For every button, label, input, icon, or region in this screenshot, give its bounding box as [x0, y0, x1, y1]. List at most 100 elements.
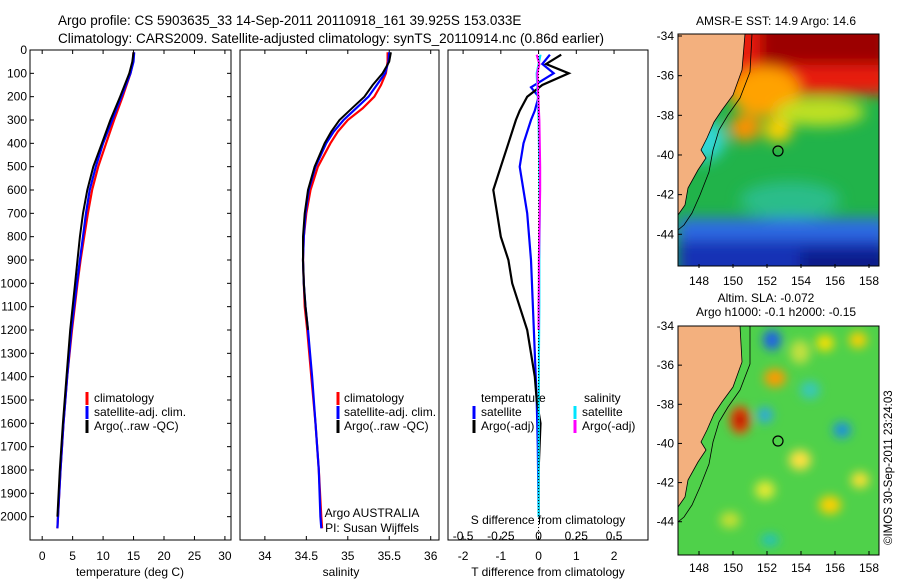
difference-legend: temperature salinity satellite Argo(-adj…: [472, 391, 635, 433]
lat-tick-label: -40: [657, 148, 675, 162]
lon-tick-label: 150: [723, 561, 743, 575]
difference-s-title: S difference from climatology: [471, 513, 626, 527]
sst-map-title: AMSR-E SST: 14.9 Argo: 14.6: [696, 14, 856, 28]
x-tick-label: -2: [458, 549, 469, 563]
depth-tick-label: 600: [7, 183, 27, 197]
temperature-legend: climatology satellite-adj. clim. Argo(..…: [85, 391, 186, 433]
depth-tick-label: 1200: [0, 323, 27, 337]
temperature-xlabel: temperature (deg C): [76, 565, 184, 579]
lon-tick-label: 150: [723, 274, 743, 288]
s-tick-label: 0.5: [606, 529, 623, 543]
series-line-t-satellite: [518, 54, 556, 517]
float-pi: PI: Susan Wijffels: [325, 521, 419, 535]
legend-s-argo: Argo(-adj): [582, 419, 635, 433]
sla-map-title-2: Argo h1000: -0.1 h2000: -0.15: [696, 305, 856, 319]
depth-tick-label: 1300: [0, 346, 27, 360]
lat-tick-label: -34: [657, 319, 675, 333]
s-tick-label: 0.25: [565, 529, 589, 543]
series-line-satellite-adj-clim-: [301, 52, 391, 529]
lon-tick-label: 158: [859, 274, 879, 288]
sla-shelf-contour: [678, 326, 751, 523]
depth-tick-label: 100: [7, 66, 27, 80]
sla-coastline: [678, 326, 743, 508]
x-tick-label: 25: [188, 549, 202, 563]
legend-climatology: climatology: [344, 391, 404, 405]
salinity-panel-frame: [239, 49, 440, 541]
sst-shelf-contour: [678, 34, 753, 231]
x-tick-label: 35: [341, 549, 355, 563]
legend-argo: Argo(..raw -QC): [94, 419, 179, 433]
legend-salinity-heading: salinity: [584, 391, 621, 405]
legend-t-argo: Argo(-adj): [481, 419, 534, 433]
depth-tick-label: 300: [7, 113, 27, 127]
depth-tick-label: 700: [7, 206, 27, 220]
x-tick-label: 1: [573, 549, 580, 563]
series-line-climatology: [56, 52, 135, 529]
lat-tick-label: -42: [657, 476, 675, 490]
sla-map: [677, 325, 880, 556]
legend-s-satellite: satellite: [582, 405, 623, 419]
depth-tick-label: 1700: [0, 440, 27, 454]
depth-tick-label: 1400: [0, 370, 27, 384]
lon-tick-label: 156: [825, 561, 845, 575]
s-tick-label: 0: [535, 529, 542, 543]
salinity-plot: 34 34.5 35 35.5 36: [258, 50, 438, 563]
sst-map: [677, 33, 880, 267]
depth-tick-label: 1900: [0, 486, 27, 500]
credit-text: ©IMOS 30-Sep-2011 23:24:03: [883, 390, 895, 545]
s-tick-label: -0.25: [487, 529, 515, 543]
series-line-climatology: [301, 52, 389, 529]
x-tick-label: 36: [424, 549, 438, 563]
lon-tick-label: 154: [791, 274, 811, 288]
lon-tick-label: 158: [859, 561, 879, 575]
series-line-satellite-adj-clim-: [56, 52, 136, 529]
lon-tick-label: 148: [689, 274, 709, 288]
depth-tick-label: 1800: [0, 463, 27, 477]
header-line-1: Argo profile: CS 5903635_33 14-Sep-2011 …: [58, 13, 521, 28]
x-tick-label: 5: [69, 549, 76, 563]
lat-tick-label: -36: [657, 358, 675, 372]
salinity-xlabel: salinity: [323, 565, 360, 579]
legend-temperature-heading: temperature: [481, 391, 546, 405]
x-tick-label: 34.5: [295, 549, 319, 563]
x-tick-label: 35.5: [378, 549, 402, 563]
series-line-t-argo-adj-: [492, 53, 572, 517]
sla-map-title-1: Altim. SLA: -0.072: [718, 291, 815, 305]
depth-tick-label: 1100: [1, 300, 27, 314]
x-tick-label: 20: [157, 549, 171, 563]
sst-coastline: [678, 34, 746, 216]
legend-climatology: climatology: [94, 391, 154, 405]
lat-tick-label: -42: [657, 188, 675, 202]
x-tick-label: 15: [127, 549, 141, 563]
x-tick-label: -1: [495, 549, 506, 563]
series-line-argo-raw-qc-: [302, 52, 392, 331]
header-line-2: Climatology: CARS2009. Satellite-adjuste…: [58, 31, 604, 46]
lon-tick-label: 156: [825, 274, 845, 288]
depth-tick-label: 200: [7, 90, 27, 104]
difference-panel-frame: [447, 49, 649, 541]
x-tick-label: 2: [611, 549, 618, 563]
legend-satellite: satellite-adj. clim.: [344, 405, 436, 419]
lat-tick-label: -44: [657, 515, 675, 529]
depth-tick-label: 0: [20, 43, 27, 57]
legend-satellite: satellite-adj. clim.: [94, 405, 186, 419]
lat-tick-label: -36: [657, 69, 675, 83]
depth-tick-label: 400: [7, 136, 27, 150]
lat-tick-label: -34: [657, 29, 675, 43]
depth-tick-label: 2000: [0, 510, 27, 524]
sla-map-frame: [677, 325, 880, 556]
x-tick-label: 34: [258, 549, 272, 563]
lat-tick-label: -38: [657, 108, 675, 122]
temperature-panel-frame: [29, 49, 232, 541]
difference-xlabel: T difference from climatology: [471, 565, 625, 579]
difference-plot: -2 -1 0 1 2 -0.5 -0.25 0 0.25 0.5: [453, 50, 623, 563]
sst-map-frame: [677, 33, 880, 267]
depth-tick-label: 1000: [0, 276, 27, 290]
sst-map-ticks: -34 -36 -38 -40 -42 -44 148 150 152 154 156 158: [657, 29, 880, 288]
lon-tick-label: 148: [689, 561, 709, 575]
x-tick-label: 10: [96, 549, 110, 563]
x-tick-label: 0: [39, 549, 46, 563]
s-tick-label: -0.5: [453, 529, 474, 543]
lat-tick-label: -40: [657, 436, 675, 450]
